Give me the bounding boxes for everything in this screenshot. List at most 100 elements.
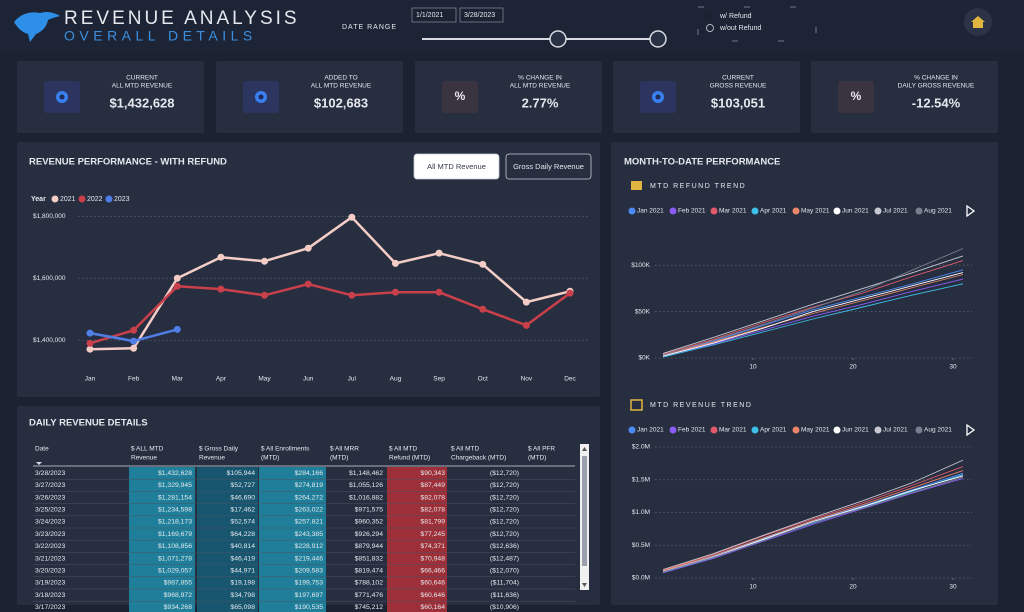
kpi-label: ALL MTD REVENUE [112,83,173,90]
radio-selected[interactable] [706,12,714,20]
data-point [479,260,487,268]
legend-label: May 2021 [801,427,830,434]
y-tick-label: $2.0M [632,444,650,451]
legend-label: Jan 2021 [637,427,664,434]
table-cell: $74,371 [420,543,445,550]
kpi-icon: % [851,89,862,103]
table-cell: ($11,636) [490,592,519,599]
table-cell: ($12,720) [490,506,519,513]
radio-option[interactable]: w/ Refund [719,13,752,20]
table-cell: 3/27/2023 [35,482,65,489]
scroll-up[interactable] [582,447,587,451]
table-cell: $1,281,154 [158,494,192,501]
table-cell: $34,798 [230,592,255,599]
legend-swatch [669,426,677,434]
table-cell: $788,102 [355,580,384,587]
data-point [173,274,181,282]
column-header: $ All MTD [389,446,417,453]
slider-handle-start[interactable] [549,30,567,48]
table-cell: 3/24/2023 [35,519,65,526]
scrollbar-thumb[interactable] [582,456,587,566]
series-line [662,260,964,355]
column-header: (MTD) [261,455,279,462]
table-cell: $60,646 [420,592,445,599]
x-tick-label: Feb [128,376,140,383]
legend-label: Aug 2021 [924,208,952,215]
date-start-input[interactable] [411,7,457,23]
kpi-label: CURRENT [722,75,754,82]
column-header: Revenue [131,455,157,462]
chart-toggle-button[interactable] [413,153,500,180]
play-button[interactable] [966,204,976,218]
table-cell: $197,697 [295,592,324,599]
table-cell: $17,462 [230,506,255,513]
x-tick-label: Jul [348,376,357,383]
radio-unselected[interactable] [706,24,714,32]
kpi-label: DAILY GROSS REVENUE [898,83,975,90]
legend-swatch [915,426,923,434]
data-point [566,289,574,297]
legend-swatch [833,426,841,434]
table-cell: 3/17/2023 [35,604,65,611]
table-cell: $60,164 [420,604,445,611]
kpi-label: GROSS REVENUE [710,83,767,90]
chart-toggle-label[interactable]: Gross Daily Revenue [513,162,584,171]
scroll-down[interactable] [582,583,587,587]
series-line [662,466,964,571]
logo [14,12,60,42]
y-tick-label: $1,600,000 [33,275,66,282]
table-cell: ($12,720) [490,531,519,538]
legend-label: Aug 2021 [924,427,952,434]
table-cell: $82,078 [420,506,445,513]
y-tick-label: $100K [631,262,650,269]
column-header: $ All Enrollments [261,446,310,453]
column-header: Chargeback (MTD) [451,455,506,462]
legend-swatch [669,207,677,215]
legend-label: Jul 2021 [883,208,908,215]
series-line [662,472,964,572]
chart-toggle-button[interactable] [505,153,592,180]
header-bar [0,0,1024,52]
chart-title: MTD REFUND TREND [650,183,746,190]
table-cell: ($12,720) [490,470,519,477]
kpi-icon-box [838,81,874,113]
series-line [89,215,571,351]
refund-icon [631,181,642,190]
panel-title: MONTH-TO-DATE PERFORMANCE [624,157,780,168]
table-cell: $52,574 [230,519,255,526]
revenue-performance-panel [17,142,600,397]
x-tick-label: 10 [749,364,757,371]
kpi-icon: % [455,89,466,103]
table-cell: $87,449 [420,482,445,489]
date-start[interactable]: 1/1/2021 [416,12,443,19]
table-cell: $81,799 [420,519,445,526]
table-cell: ($11,704) [490,580,519,587]
legend-label: 2021 [60,196,76,203]
x-tick-label: Nov [521,376,533,383]
data-point [130,337,138,345]
chart-toggle-label[interactable]: All MTD Revenue [427,162,486,171]
data-point [479,305,487,313]
legend-label: Jan 2021 [637,208,664,215]
table-cell: $44,971 [230,567,255,574]
kpi-card [613,61,800,133]
column-header: $ All MTD [451,446,479,453]
table-cell: $46,690 [230,494,255,501]
date-end-input[interactable] [459,7,504,23]
radio-option[interactable]: w/out Refund [719,25,761,32]
column-header: $ Gross Daily [199,446,239,453]
data-point [217,253,225,261]
column-header: $ All PFR [528,446,555,453]
kpi-value: $1,432,628 [109,95,174,110]
data-point [130,326,138,334]
play-button[interactable] [966,423,976,437]
y-tick-label: $1.5M [632,476,650,483]
slider-handle-end[interactable] [649,30,667,48]
date-end[interactable]: 3/28/2023 [464,12,495,19]
table-cell: $209,583 [295,567,324,574]
column-header: (MTD) [330,455,348,462]
legend-swatch [51,195,59,203]
data-point [261,291,269,299]
kpi-coin-center [655,94,661,100]
legend-swatch [751,207,759,215]
